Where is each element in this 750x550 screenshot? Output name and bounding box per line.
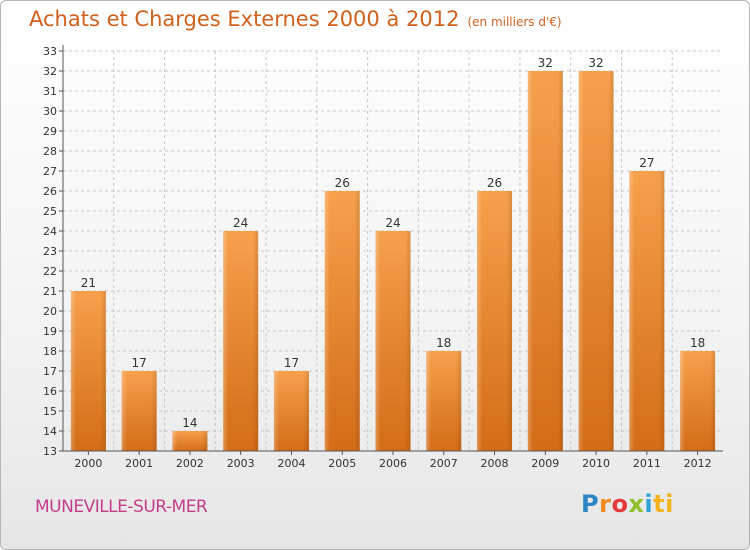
bar-value-label: 32 — [588, 56, 603, 70]
bar-shading — [477, 191, 513, 451]
y-tick-label: 27 — [43, 165, 57, 178]
chart-title-text: Achats et Charges Externes 2000 à 2012 — [29, 7, 460, 31]
y-tick-label: 24 — [43, 225, 57, 238]
y-tick-label: 20 — [43, 305, 57, 318]
bar-shading — [121, 371, 157, 451]
y-tick-label: 22 — [43, 265, 57, 278]
y-tick-label: 16 — [43, 385, 57, 398]
y-tick-label: 33 — [43, 45, 57, 58]
y-tick-label: 25 — [43, 205, 57, 218]
logo-letter: x — [628, 490, 645, 518]
bar-value-label: 24 — [385, 216, 400, 230]
y-tick-label: 26 — [43, 185, 57, 198]
logo-letter: ti — [653, 490, 674, 518]
bar-shading — [324, 191, 360, 451]
y-tick-label: 23 — [43, 245, 57, 258]
y-tick-label: 31 — [43, 85, 57, 98]
bar-value-label: 27 — [639, 156, 654, 170]
x-tick-label: 2002 — [176, 457, 204, 470]
proxiti-logo[interactable]: Proxiti — [581, 490, 674, 518]
x-tick-label: 2000 — [74, 457, 102, 470]
logo-letter: r — [599, 490, 612, 518]
x-tick-label: 2005 — [328, 457, 356, 470]
bar-value-label: 32 — [538, 56, 553, 70]
bar-shading — [578, 71, 614, 451]
x-tick-label: 2004 — [277, 457, 305, 470]
bar-shading — [70, 291, 106, 451]
logo-letter: o — [611, 490, 629, 518]
x-tick-label: 2003 — [227, 457, 255, 470]
bar-shading — [629, 171, 665, 451]
y-tick-label: 13 — [43, 445, 57, 458]
chart-unit: (en milliers d'€) — [467, 15, 562, 29]
y-tick-label: 29 — [43, 125, 57, 138]
bar-value-label: 18 — [436, 336, 451, 350]
axes: 13 14 15 16 17 18 19 20 21 22 23 24 25 26 27 28 29 30 31 32… — [43, 45, 723, 470]
bar-value-label: 24 — [233, 216, 248, 230]
bar-value-label: 18 — [690, 336, 705, 350]
bar-value-label: 21 — [81, 276, 96, 290]
bar-value-label: 17 — [284, 356, 299, 370]
data-labels: 21 17 14 24 17 26 24 18 26 32 32 27 18 — [81, 56, 706, 430]
bar-shading — [273, 371, 309, 451]
town-name: MUNEVILLE-SUR-MER — [35, 497, 208, 517]
x-tick-label: 2007 — [430, 457, 458, 470]
bar-shading — [223, 231, 259, 451]
x-tick-label: 2001 — [125, 457, 153, 470]
bar-shading — [172, 431, 208, 451]
bar-shading — [375, 231, 411, 451]
bar-value-label: 26 — [487, 176, 502, 190]
bar-shading — [426, 351, 462, 451]
y-tick-label: 21 — [43, 285, 57, 298]
bar-shading — [527, 71, 563, 451]
y-tick-label: 32 — [43, 65, 57, 78]
y-tick-label: 19 — [43, 325, 57, 338]
logo-letter: i — [644, 490, 654, 518]
bar-shading — [680, 351, 716, 451]
y-tick-label: 30 — [43, 105, 57, 118]
logo-letter: P — [581, 490, 600, 518]
y-tick-label: 28 — [43, 145, 57, 158]
bar-value-label: 14 — [182, 416, 197, 430]
y-tick-label: 18 — [43, 345, 57, 358]
x-tick-label: 2012 — [684, 457, 712, 470]
y-tick-label: 14 — [43, 425, 57, 438]
x-tick-label: 2006 — [379, 457, 407, 470]
x-tick-label: 2010 — [582, 457, 610, 470]
bar-value-label: 26 — [335, 176, 350, 190]
y-tick-label: 15 — [43, 405, 57, 418]
y-tick-label: 17 — [43, 365, 57, 378]
x-tick-label: 2008 — [481, 457, 509, 470]
chart-title: Achats et Charges Externes 2000 à 2012 (e… — [29, 7, 562, 31]
x-tick-label: 2011 — [633, 457, 661, 470]
bar-value-label: 17 — [132, 356, 147, 370]
x-tick-label: 2009 — [531, 457, 559, 470]
bars — [70, 71, 716, 451]
